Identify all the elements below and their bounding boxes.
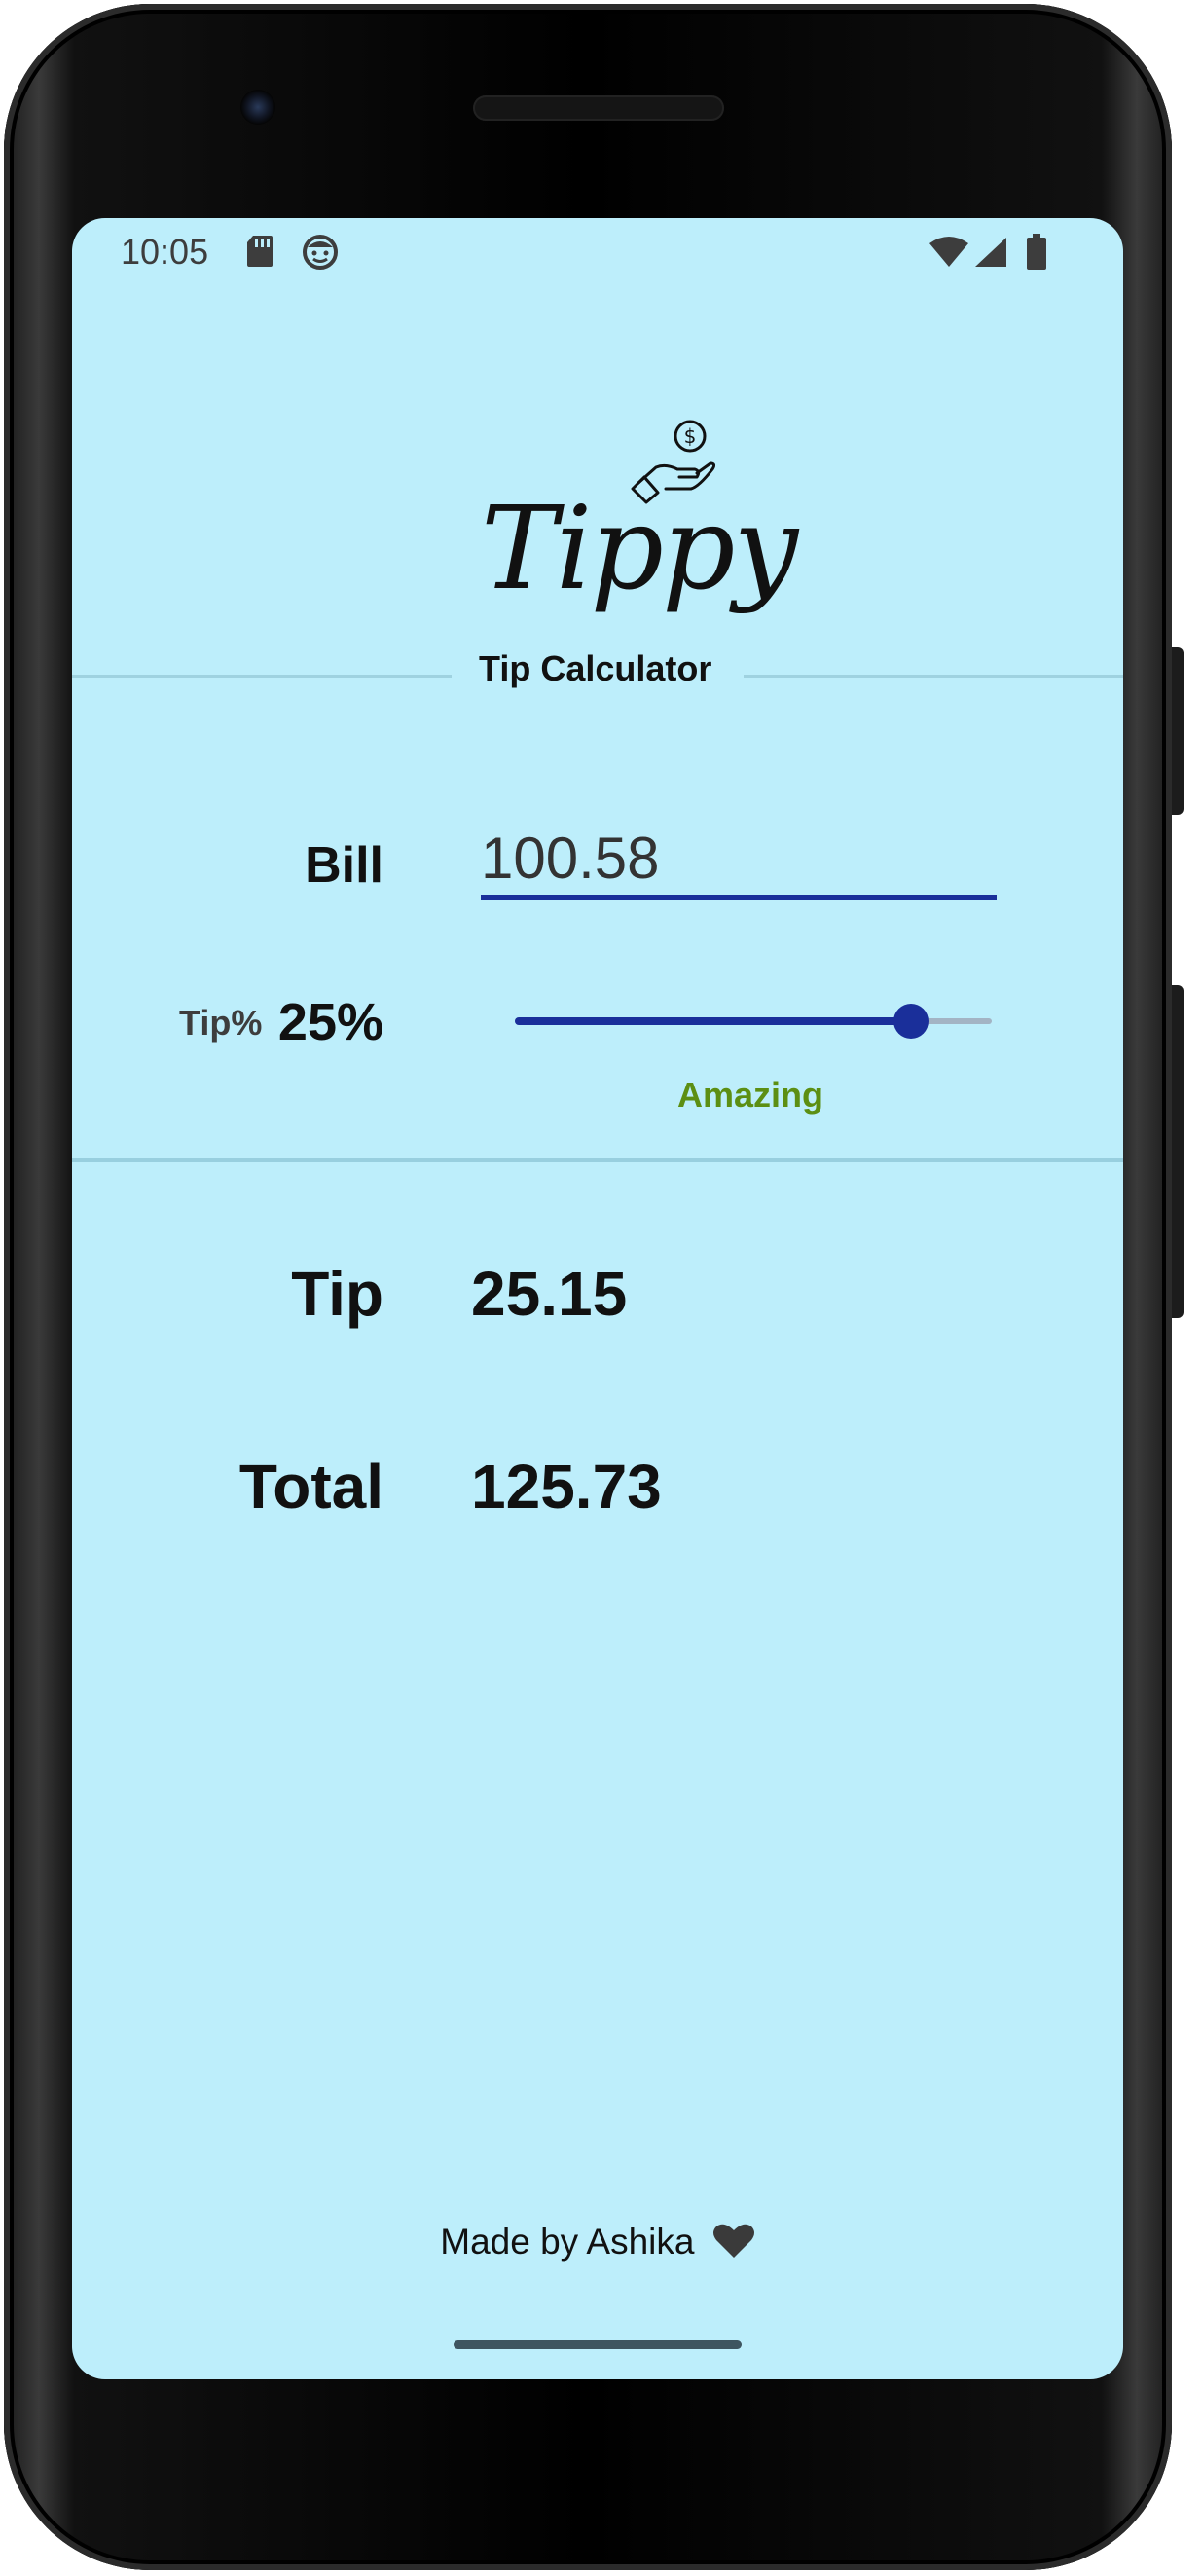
- earpiece-speaker: [473, 95, 724, 121]
- slider-thumb[interactable]: [892, 1004, 929, 1039]
- volume-button: [1172, 647, 1184, 815]
- tip-percent-value: 25%: [277, 993, 383, 1051]
- tip-amount-label: Tip: [291, 1259, 383, 1329]
- section-divider: [72, 1158, 1123, 1162]
- subtitle-divider-right: [744, 675, 1123, 678]
- app-notification-icon: [302, 234, 339, 276]
- svg-text:$: $: [684, 424, 697, 448]
- status-bar: 10:05: [72, 218, 1123, 286]
- app-logo: Tippy: [481, 481, 798, 615]
- bill-label: Bill: [305, 837, 383, 894]
- footer: Made by Ashika: [72, 2222, 1123, 2268]
- total-amount-label: Total: [238, 1452, 383, 1522]
- sd-card-icon: [245, 234, 274, 274]
- phone-frame: 10:05: [4, 4, 1172, 2570]
- front-camera: [240, 90, 275, 125]
- slider-fill: [515, 1017, 911, 1025]
- signal-icon: [973, 236, 1008, 274]
- tip-percent-slider[interactable]: [515, 997, 992, 1046]
- total-amount-value: 125.73: [471, 1452, 662, 1522]
- tip-description: Amazing: [677, 1075, 824, 1115]
- power-button: [1172, 985, 1184, 1318]
- app-subtitle: Tip Calculator: [479, 648, 712, 688]
- status-time: 10:05: [121, 232, 209, 272]
- battery-icon: [1026, 234, 1047, 276]
- bill-input[interactable]: [481, 822, 997, 900]
- coin-hand-icon: $: [627, 413, 724, 510]
- wifi-icon: [929, 236, 969, 274]
- footer-text: Made by Ashika: [440, 2222, 695, 2262]
- tip-percent-label: Tip%: [179, 1003, 263, 1043]
- app-screen: 10:05: [72, 218, 1123, 2379]
- home-indicator[interactable]: [454, 2340, 742, 2349]
- tip-amount-value: 25.15: [471, 1259, 628, 1329]
- heart-icon: [712, 2223, 755, 2268]
- subtitle-divider-left: [72, 675, 452, 678]
